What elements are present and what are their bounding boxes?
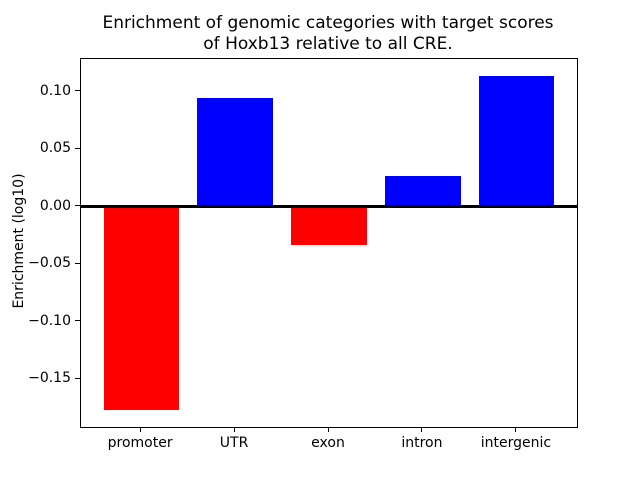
chart-title: Enrichment of genomic categories with ta… [80, 13, 576, 55]
y-tick-mark [75, 377, 80, 379]
y-tick-label-−0.05: −0.05 [28, 255, 71, 272]
y-tick-mark [75, 90, 80, 92]
x-tick-label-intergenic: intergenic [480, 435, 552, 451]
bar-exon [291, 206, 367, 245]
x-tick-label-promoter: promoter [107, 435, 173, 451]
plot-area [80, 58, 578, 428]
x-tick-mark [421, 427, 423, 432]
y-tick-mark [75, 262, 80, 264]
bar-intergenic [479, 75, 555, 207]
y-tick-mark [75, 147, 80, 149]
x-tick-label-exon: exon [311, 435, 345, 451]
y-tick-label-−0.15: −0.15 [28, 370, 71, 387]
bar-UTR [197, 97, 273, 207]
x-tick-mark [515, 427, 517, 432]
y-axis-label: Enrichment (log10) [11, 173, 27, 309]
y-tick-mark [75, 320, 80, 322]
x-tick-mark [327, 427, 329, 432]
bar-intron [385, 175, 461, 207]
x-tick-mark [233, 427, 235, 432]
y-tick-label-0.05: 0.05 [39, 140, 71, 157]
chart-title-line-2: of Hoxb13 relative to all CRE. [203, 34, 453, 54]
y-tick-label-0.00: 0.00 [39, 197, 71, 214]
x-tick-label-intron: intron [401, 435, 443, 451]
chart-title-line-1: Enrichment of genomic categories with ta… [102, 13, 554, 33]
zero-line [81, 205, 577, 209]
bar-promoter [103, 206, 179, 411]
x-tick-label-UTR: UTR [219, 435, 249, 451]
y-tick-label-−0.10: −0.10 [28, 312, 71, 329]
y-tick-mark [75, 205, 80, 207]
x-tick-mark [139, 427, 141, 432]
y-tick-label-0.10: 0.10 [39, 82, 71, 99]
